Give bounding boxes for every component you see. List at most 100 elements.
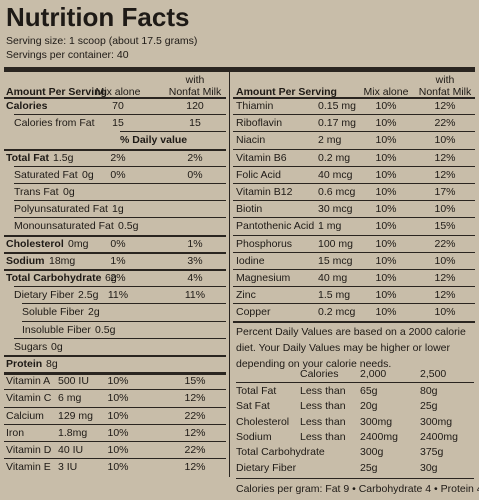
mix-alone: 10%: [107, 409, 129, 422]
with-milk: 12%: [434, 151, 456, 164]
nutrient: Zinc: [236, 289, 256, 302]
ref-cell: 20g: [360, 400, 378, 413]
with-milk: 12%: [184, 461, 206, 474]
nutrient: Riboflavin: [236, 117, 283, 130]
with-milk: 12%: [184, 426, 206, 439]
mix-alone: 10%: [375, 186, 397, 198]
header: Amount Per Serving: [6, 86, 107, 98]
with-milk: 10%: [434, 254, 456, 267]
mix-alone: 10%: [375, 306, 397, 319]
serving-size: Serving size: 1 scoop (about 17.5 grams): [6, 35, 198, 47]
nutrient: Vitamin E: [6, 461, 51, 474]
ref-cell: Total Fat: [236, 385, 277, 397]
rule: [233, 183, 475, 184]
nutrient: Iodine: [236, 254, 265, 267]
with-milk: 10%: [434, 306, 456, 319]
ref-header: Calories: [300, 368, 339, 380]
rule: [14, 165, 226, 167]
header: Amount Per Serving: [236, 86, 337, 98]
with-milk: 4%: [187, 272, 203, 284]
title: Nutrition Facts: [6, 2, 190, 32]
with-milk: 11%: [184, 289, 206, 302]
amount: 0.15 mg: [318, 100, 356, 112]
rule: [14, 286, 226, 288]
with-milk: 0%: [187, 168, 203, 181]
ref-header: 2,000: [360, 368, 387, 380]
ref-header: 2,500: [420, 368, 447, 380]
nutrient: Vitamin B12: [236, 186, 293, 198]
amount: 1.8mg: [58, 426, 88, 439]
amount: 0.5g: [95, 323, 116, 336]
rule: [233, 131, 475, 133]
ref-cell: 65g: [360, 385, 378, 397]
mix-alone: 10%: [107, 461, 129, 474]
ref-cell: Cholesterol: [236, 415, 290, 428]
ref-cell: Less than: [300, 385, 346, 397]
with-milk: 12%: [434, 100, 456, 112]
mix-alone: 10%: [375, 100, 397, 112]
mix-alone: 10%: [375, 117, 397, 130]
nutrient: Total Fat: [6, 151, 49, 164]
ref-cell: Less than: [300, 415, 346, 428]
rule: [233, 200, 475, 202]
nutrient: Vitamin D: [6, 444, 52, 456]
rule: [22, 303, 226, 305]
mix-alone: 10%: [375, 203, 397, 216]
nutrient: Sugars: [14, 340, 48, 353]
amount: 8g: [46, 358, 58, 370]
mix-alone: 10%: [107, 392, 129, 405]
mix-alone: 15: [112, 117, 124, 130]
ref-cell: 300mg: [360, 415, 393, 428]
amount: 18mg: [49, 254, 76, 267]
mix-alone: 10%: [375, 151, 397, 164]
amount: 129 mg: [58, 409, 94, 422]
amount: 0.2 mg: [318, 151, 351, 164]
rule: [233, 217, 475, 219]
ref-cell: 30g: [420, 461, 438, 474]
amount: 40 mcg: [318, 168, 353, 181]
ref-cell: 2400mg: [360, 430, 398, 443]
rule: [4, 458, 226, 460]
ref-cell: 25g: [360, 461, 378, 474]
rule: [14, 114, 226, 116]
amount: 0.6 mcg: [318, 186, 356, 198]
nutrient: Calcium: [6, 409, 44, 422]
amount: 15 mcg: [318, 254, 353, 267]
nutrient: % Daily value: [120, 134, 188, 147]
mix-alone: 10%: [375, 237, 397, 250]
rule: [4, 97, 226, 98]
mix-alone: 1%: [110, 254, 126, 267]
rule: [233, 234, 475, 236]
amount: 40 IU: [58, 444, 84, 456]
ref-cell: Less than: [300, 430, 346, 443]
nutrient: Vitamin B6: [236, 151, 287, 164]
amount: 0.17 mg: [318, 117, 356, 130]
with-milk: 22%: [434, 237, 456, 250]
amount: 0mg: [68, 237, 89, 250]
ref-cell: 375g: [420, 446, 444, 459]
rule: [4, 372, 226, 376]
header: with Nonfat Milk: [168, 74, 222, 98]
nutrient: Vitamin A: [6, 375, 51, 388]
with-milk: 2%: [187, 151, 203, 164]
rule: [4, 423, 226, 425]
ref-cell: 25g: [420, 400, 438, 413]
with-milk: 12%: [434, 289, 456, 302]
nutrient: Vitamin C: [6, 392, 52, 405]
nutrient: Niacin: [236, 134, 266, 147]
nutrient: Cholesterol: [6, 237, 64, 250]
amount: 500 IU: [58, 375, 89, 388]
rule: [4, 406, 226, 408]
mix-alone: 10%: [107, 444, 129, 456]
amount: 2g: [88, 306, 100, 319]
with-milk: 12%: [434, 168, 456, 181]
with-milk: 10%: [434, 203, 456, 216]
with-milk: 12%: [434, 272, 456, 284]
rule: [236, 382, 474, 383]
mix-alone: 10%: [375, 272, 397, 284]
rule: [120, 131, 226, 133]
with-milk: 12%: [184, 392, 206, 405]
with-milk: 10%: [434, 134, 456, 147]
rule: [14, 337, 226, 339]
rule: [233, 251, 475, 253]
